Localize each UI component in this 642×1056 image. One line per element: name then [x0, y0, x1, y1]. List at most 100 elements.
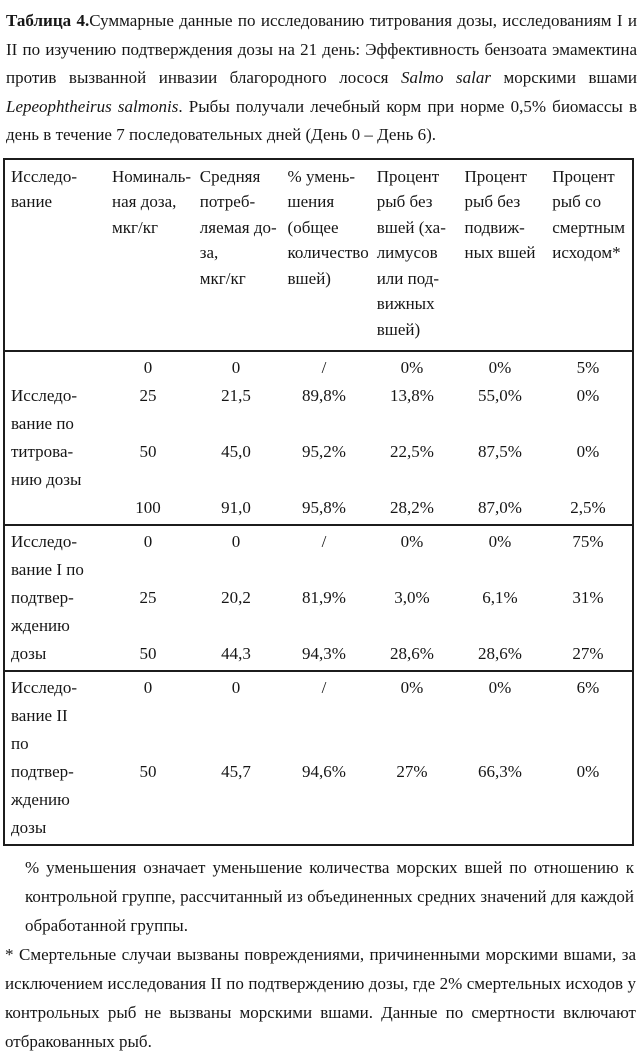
table-cell: 55,0% — [478, 386, 522, 405]
table-row: вание по — [5, 410, 632, 438]
caption-segment: Lepeophtheirus salmonis — [6, 96, 179, 116]
table-cell — [544, 702, 632, 730]
table-cell — [280, 786, 368, 814]
table-cell — [192, 466, 280, 494]
table-row: 0 0 / 0% 0% 5% — [5, 354, 632, 382]
table-cell: 95,2% — [302, 442, 346, 461]
table-cell: 31% — [572, 588, 604, 607]
table-section-2: Исследо- 0 0 / 0% 0% 75% вание I по подтвер- 25 20… — [5, 526, 632, 672]
table-cell: 6% — [576, 678, 600, 697]
study-label-fragment: вание по — [11, 414, 74, 433]
table-cell: 28,6% — [390, 644, 434, 663]
table-row: Исследо- 0 0 / 0% 0% 6% — [5, 674, 632, 702]
table-cell — [192, 612, 280, 640]
table-cell: 0% — [400, 532, 424, 551]
table-row: 100 91,0 95,8% 28,2% 87,0% 2,5% — [5, 494, 632, 522]
table-row: вание I по — [5, 556, 632, 584]
table-cell — [104, 612, 192, 640]
study-label-fragment: подтвер- — [11, 762, 74, 781]
table-cell — [192, 556, 280, 584]
table-cell — [544, 556, 632, 584]
study-label-fragment: вание I по — [11, 560, 84, 579]
table-row: титрова- 50 45,0 95,2% 22,5% 87,5% 0% — [5, 438, 632, 466]
table-cell — [280, 702, 368, 730]
table-cell — [456, 612, 544, 640]
table-cell — [368, 702, 456, 730]
table-cell — [368, 466, 456, 494]
table-cell: / — [321, 358, 327, 377]
caption-segment: Таблица 4. — [6, 11, 90, 30]
table-cell: 25 — [139, 386, 157, 405]
table-cell: 0% — [488, 532, 512, 551]
table-header-row: Исследо-вание Номиналь-ная доза, мкг/кг Сре… — [5, 160, 632, 352]
caption-segment: Salmo salar — [401, 68, 491, 87]
table-caption: Таблица 4.Суммарные данные по исследован… — [0, 0, 642, 158]
table-cell — [104, 410, 192, 438]
table-cell — [456, 814, 544, 842]
table-cell — [104, 466, 192, 494]
table-section-3: Исследо- 0 0 / 0% 0% 6% вание II по подтвер- 50 45,… — [5, 672, 632, 844]
table-cell: 81,9% — [302, 588, 346, 607]
study-label-fragment: Исследо- — [11, 532, 77, 551]
column-header-6: Процент рыб без подвиж-ных вшей — [464, 166, 536, 263]
table-row: ждению — [5, 612, 632, 640]
table-cell — [456, 702, 544, 730]
table-cell: 25 — [139, 588, 157, 607]
table-cell — [544, 730, 632, 758]
table-row: ждению — [5, 786, 632, 814]
table-cell: 50 — [139, 442, 157, 461]
table-cell — [544, 786, 632, 814]
table-cell: 0 — [143, 532, 153, 551]
table-cell — [104, 730, 192, 758]
table-cell: 22,5% — [390, 442, 434, 461]
caption-segment: морскими вшами — [490, 68, 637, 87]
table-row: подтвер- 25 20,2 81,9% 3,0% 6,1% 31% — [5, 584, 632, 612]
table-cell: 45,7 — [221, 762, 251, 781]
table-cell: 75% — [572, 532, 604, 551]
table-cell: 6,1% — [482, 588, 518, 607]
column-header-3: Средняя потреб-ляемая до-за, мкг/кг — [199, 166, 277, 288]
table-cell: 13,8% — [390, 386, 434, 405]
table-cell: 87,0% — [478, 498, 522, 517]
table-cell — [456, 786, 544, 814]
study-label-fragment: ждению — [11, 616, 70, 635]
column-header-1: Исследо-вание — [11, 166, 77, 212]
table-row: Исследо- 0 0 / 0% 0% 75% — [5, 528, 632, 556]
table-cell: 0% — [488, 678, 512, 697]
table-row: подтвер- 50 45,7 94,6% 27% 66,3% 0% — [5, 758, 632, 786]
table-cell — [280, 410, 368, 438]
table-cell: 20,2 — [221, 588, 251, 607]
table-cell — [104, 814, 192, 842]
table-row: дозы — [5, 814, 632, 842]
footnote-mortality: * Смертельные случаи вызваны повреждения… — [5, 945, 636, 1051]
table-row: нию дозы — [5, 466, 632, 494]
footnotes: % уменьшения означает уменьшение количес… — [0, 853, 642, 1056]
table-cell: 2,5% — [570, 498, 606, 517]
table-cell — [280, 466, 368, 494]
table-cell: 0% — [488, 358, 512, 377]
summary-table: Исследо-вание Номиналь-ная доза, мкг/кг Сре… — [3, 157, 634, 846]
caption-segment: . Рыбы получали лечебный корм при норме … — [6, 96, 637, 145]
table-cell — [192, 730, 280, 758]
table-row: вание II — [5, 702, 632, 730]
table-cell: 3,0% — [394, 588, 430, 607]
table-section-1: 0 0 / 0% 0% 5% Исследо- 25 21,5 89,8% 13,8% 55,0% 0%… — [5, 352, 632, 526]
caption-segment: Суммарные данные по исследованию титрова… — [6, 11, 637, 87]
table-cell: 0 — [231, 678, 241, 697]
study-label-fragment: по — [11, 734, 29, 753]
table-cell — [192, 786, 280, 814]
study-label-fragment: вание II — [11, 706, 68, 725]
study-label-fragment: Исследо- — [11, 678, 77, 697]
table-cell — [368, 556, 456, 584]
table-cell: 66,3% — [478, 762, 522, 781]
table-cell: 89,8% — [302, 386, 346, 405]
table-cell — [192, 410, 280, 438]
table-cell — [456, 730, 544, 758]
table-cell: 50 — [139, 644, 157, 663]
table-row: Исследо- 25 21,5 89,8% 13,8% 55,0% 0% — [5, 382, 632, 410]
column-header-7: Процент рыб со смертным исходом* — [552, 166, 626, 263]
table-cell: 95,8% — [302, 498, 346, 517]
table-cell: 94,3% — [302, 644, 346, 663]
table-cell: 28,2% — [390, 498, 434, 517]
